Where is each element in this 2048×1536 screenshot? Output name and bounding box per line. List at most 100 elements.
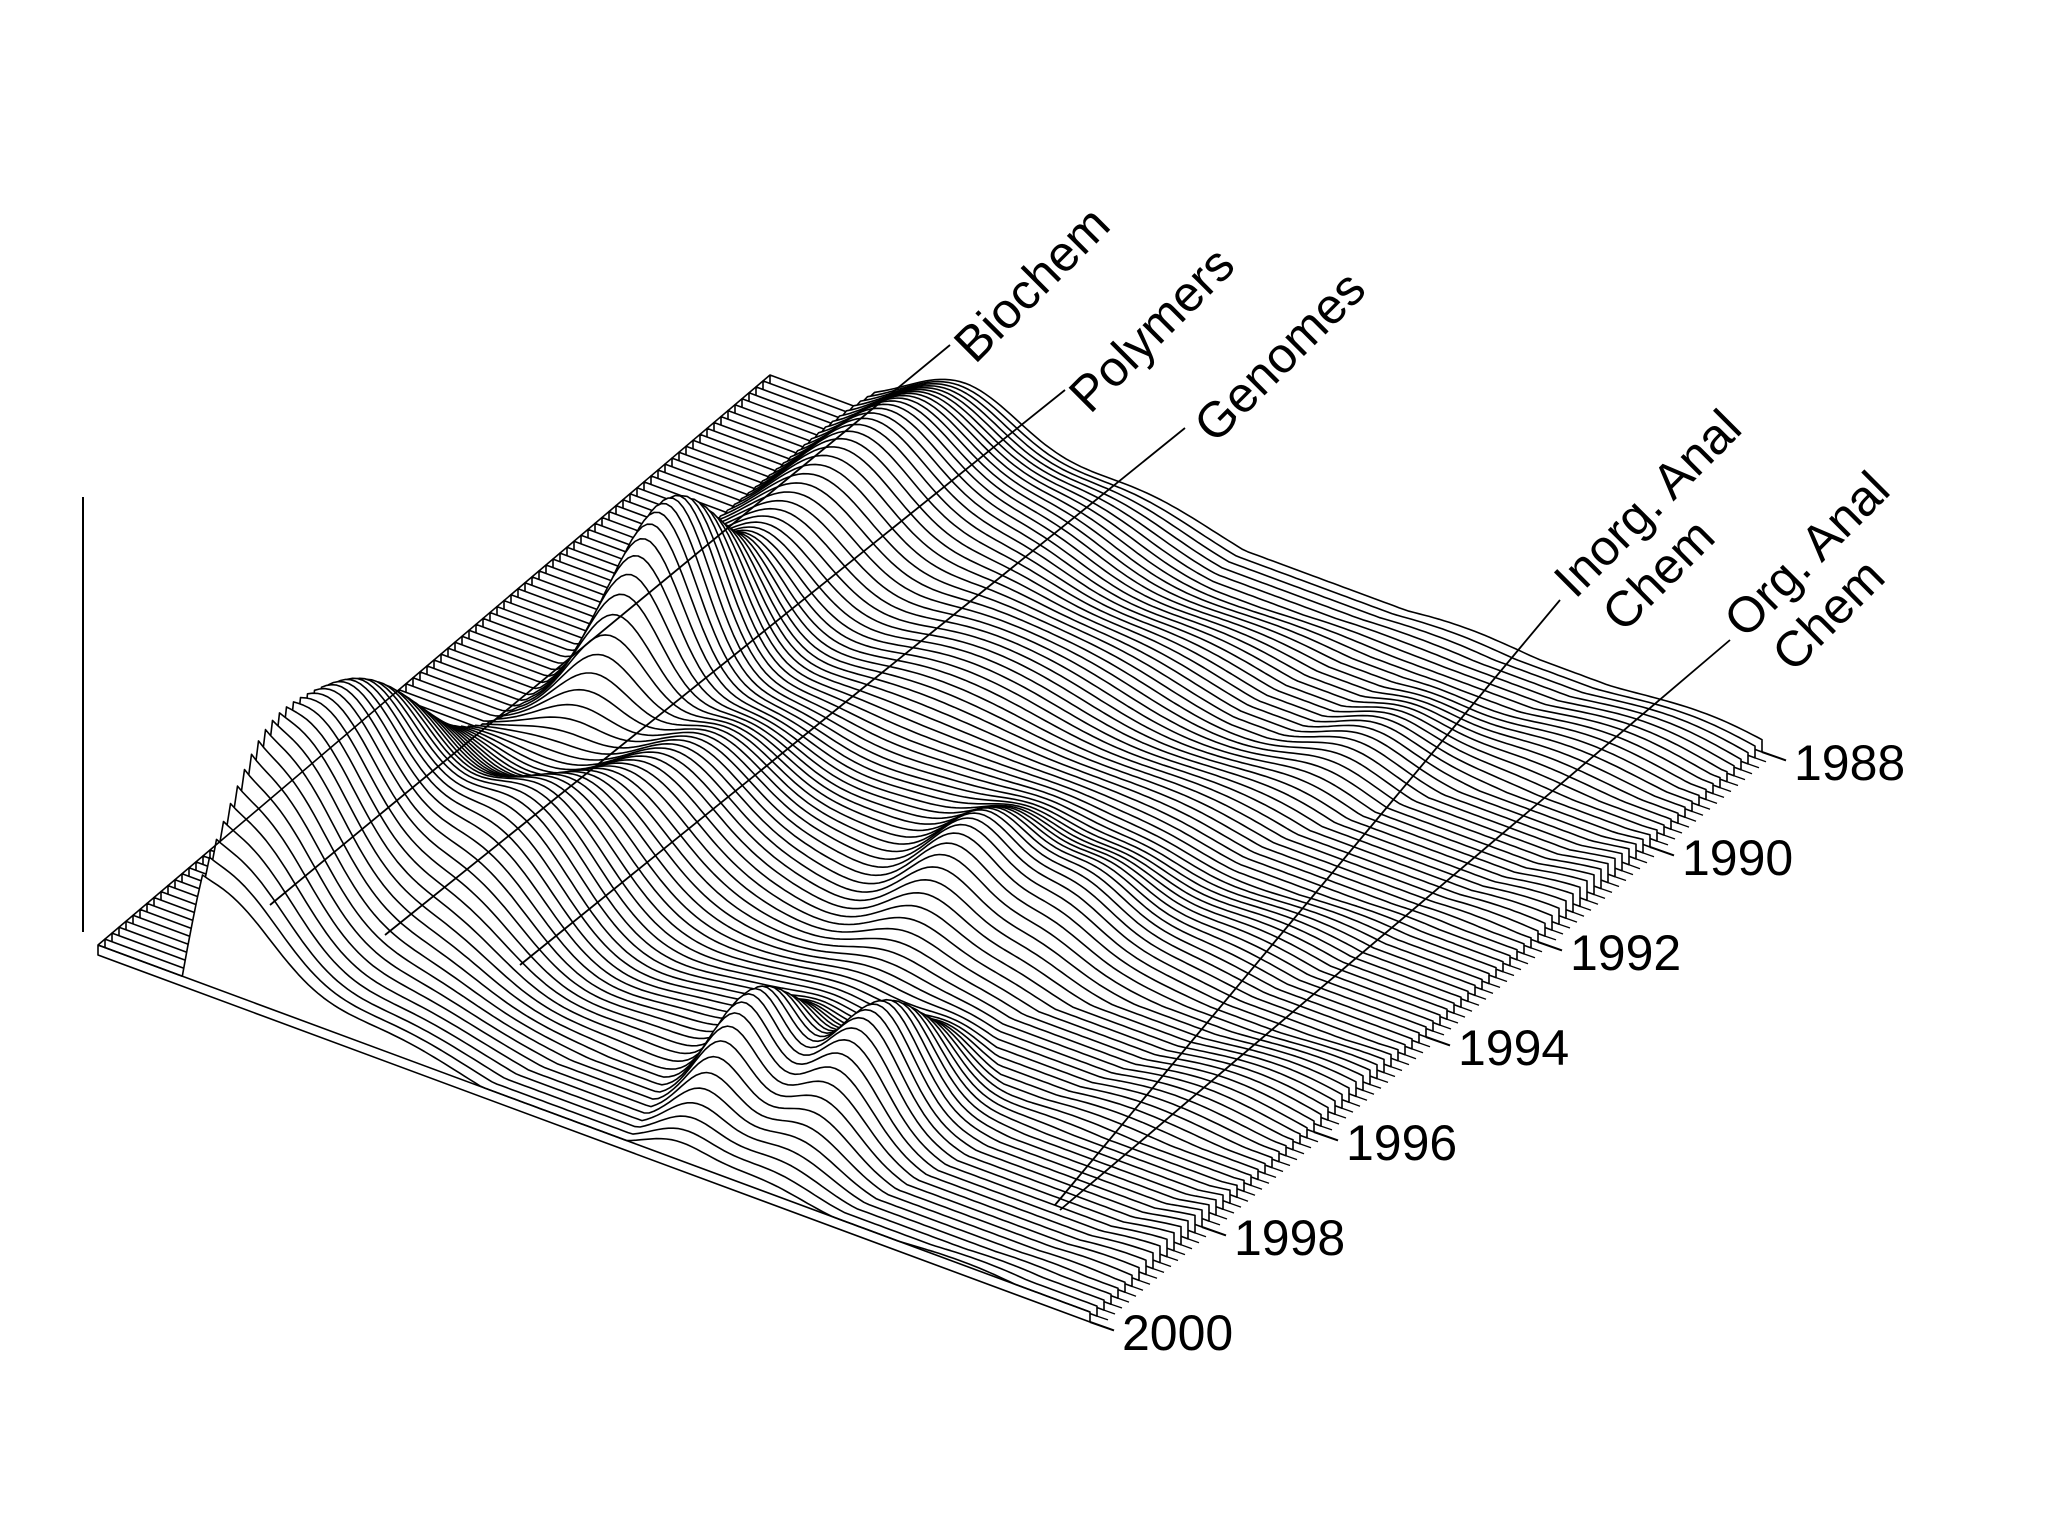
year-minor-tick (1747, 763, 1760, 769)
year-minor-tick (1530, 947, 1543, 953)
year-minor-tick (1341, 1107, 1354, 1113)
year-minor-tick (1131, 1285, 1144, 1291)
year-minor-tick (1642, 852, 1655, 858)
year-minor-tick (1523, 953, 1536, 959)
year-minor-tick (1292, 1149, 1305, 1155)
year-minor-tick (1677, 822, 1690, 828)
topic-leader-line (269, 344, 951, 906)
year-minor-tick (1740, 769, 1753, 775)
year-minor-tick (1334, 1113, 1347, 1119)
year-minor-tick (1733, 775, 1746, 781)
year-minor-tick (1096, 1315, 1109, 1321)
year-minor-tick (1271, 1166, 1284, 1173)
year-minor-tick (1453, 1012, 1466, 1018)
year-minor-tick (1467, 1000, 1480, 1006)
year-minor-tick (1621, 870, 1634, 876)
base-front-edge (97, 944, 1091, 1313)
year-minor-tick (1383, 1071, 1396, 1078)
year-major-tick (1649, 846, 1675, 857)
year-minor-tick (1117, 1297, 1130, 1303)
topic-leader-line (1059, 639, 1731, 1211)
topic-leader-line (1054, 599, 1561, 1206)
year-minor-tick (1432, 1030, 1445, 1036)
year-minor-tick (1691, 810, 1704, 816)
year-minor-tick (1103, 1309, 1116, 1315)
surface-trace-1992.625 (510, 502, 1504, 973)
year-minor-tick (1257, 1178, 1270, 1184)
year-minor-tick (1712, 792, 1725, 799)
year-minor-tick (1572, 911, 1585, 917)
topic-leader-line (519, 427, 1186, 966)
surface-trace-1992.500 (517, 507, 1511, 967)
year-minor-tick (1250, 1184, 1263, 1190)
year-minor-tick (1705, 798, 1718, 805)
surface-trace-1993.125 (482, 497, 1476, 997)
year-major-tick (1089, 1321, 1115, 1332)
year-major-tick (1425, 1036, 1451, 1047)
year-minor-tick (1663, 834, 1676, 840)
year-minor-tick (1495, 976, 1508, 983)
chart-base (97, 374, 1091, 1313)
year-minor-tick (1411, 1048, 1424, 1054)
year-minor-tick (1607, 881, 1620, 888)
year-label: 2000 (1122, 1305, 1233, 1361)
surface-trace-2000.000 (97, 874, 1091, 1323)
surface-trace-1993.750 (447, 555, 1441, 1026)
year-minor-tick (1299, 1143, 1312, 1149)
year-minor-tick (1285, 1155, 1298, 1161)
year-minor-tick (1180, 1244, 1193, 1250)
year-minor-tick (1656, 840, 1669, 846)
year-minor-tick (1124, 1291, 1137, 1297)
year-minor-tick (1166, 1256, 1179, 1262)
year-minor-tick (1502, 971, 1515, 977)
year-minor-tick (1152, 1267, 1165, 1274)
topic-label-line: Biochem (943, 196, 1120, 373)
year-minor-tick (1306, 1137, 1319, 1143)
year-minor-tick (1215, 1214, 1228, 1220)
year-minor-tick (1509, 965, 1522, 971)
year-label: 1994 (1458, 1020, 1569, 1076)
year-minor-tick (1138, 1279, 1151, 1285)
year-label: 1990 (1682, 830, 1793, 886)
year-minor-tick (1404, 1054, 1417, 1060)
year-major-tick (1761, 751, 1787, 762)
topic-label: Biochem (943, 196, 1120, 373)
year-major-tick (1537, 941, 1563, 952)
year-minor-tick (1670, 828, 1683, 834)
year-minor-tick (1684, 816, 1697, 822)
year-minor-tick (1726, 781, 1739, 787)
year-minor-tick (1698, 804, 1711, 810)
base-left-edge (97, 374, 771, 946)
surface-trace-1992.375 (524, 514, 1518, 961)
year-minor-tick (1173, 1250, 1186, 1256)
year-minor-tick (1229, 1202, 1242, 1208)
year-minor-tick (1222, 1208, 1235, 1214)
year-major-tick (1201, 1226, 1227, 1237)
surface-trace-1993.375 (468, 511, 1462, 1009)
year-minor-tick (1320, 1125, 1333, 1131)
year-label: 1996 (1346, 1115, 1457, 1171)
year-minor-tick (1558, 923, 1571, 929)
year-minor-tick (1145, 1273, 1158, 1279)
year-minor-tick (1460, 1006, 1473, 1012)
year-minor-tick (1236, 1196, 1249, 1202)
year-minor-tick (1110, 1303, 1123, 1309)
year-minor-tick (1397, 1060, 1410, 1066)
year-minor-tick (1551, 929, 1564, 935)
year-minor-tick (1446, 1018, 1459, 1024)
year-minor-tick (1628, 864, 1641, 870)
year-minor-tick (1579, 905, 1592, 911)
year-minor-tick (1565, 917, 1578, 923)
year-minor-tick (1362, 1089, 1375, 1095)
year-minor-tick (1488, 982, 1501, 989)
year-minor-tick (1754, 757, 1767, 763)
year-major-tick (1313, 1131, 1339, 1142)
year-minor-tick (1418, 1042, 1431, 1048)
year-minor-tick (1600, 887, 1613, 894)
surface-trace-1992.750 (503, 497, 1497, 979)
year-label: 1998 (1234, 1210, 1345, 1266)
year-minor-tick (1614, 876, 1627, 882)
year-minor-tick (1327, 1119, 1340, 1125)
